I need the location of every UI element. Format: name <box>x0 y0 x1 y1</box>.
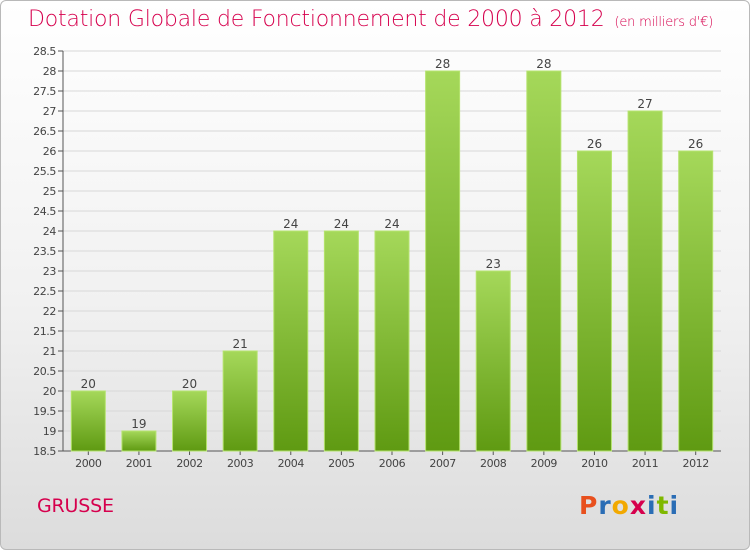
bar <box>526 70 562 452</box>
y-tick-label: 23.5 <box>33 245 56 258</box>
bar <box>425 70 461 452</box>
y-tick-label: 27 <box>43 105 57 118</box>
y-tick-label: 27.5 <box>33 85 56 98</box>
y-tick-label: 21 <box>43 345 56 358</box>
x-tick-label: 2003 <box>227 457 254 470</box>
bar <box>70 390 106 452</box>
y-tick-label: 20.5 <box>33 365 56 378</box>
bar <box>374 230 410 452</box>
bar <box>627 110 663 452</box>
y-tick-label: 19.5 <box>33 405 56 418</box>
value-label: 24 <box>283 217 298 231</box>
logo-letter: i <box>647 491 657 520</box>
x-tick-label: 2005 <box>328 457 355 470</box>
logo-letter: r <box>598 491 612 520</box>
y-tick-label: 24.5 <box>33 205 56 218</box>
chart-title: Dotation Globale de Fonctionnement de 20… <box>28 7 713 32</box>
y-tick-label: 28.5 <box>33 45 56 58</box>
y-tick-label: 19 <box>43 425 57 438</box>
value-label: 26 <box>688 137 703 151</box>
y-tick-label: 18.5 <box>33 445 56 458</box>
y-tick-label: 25 <box>43 185 57 198</box>
proxiti-logo: Proxiti <box>579 491 679 520</box>
y-tick-label: 26 <box>43 145 57 158</box>
labels: 20 2000 19 2001 20 2002 21 2003 24 2004 24 2005 24 20… <box>75 57 709 470</box>
logo-letter: x <box>629 491 647 520</box>
y-tick-label: 28 <box>43 65 57 78</box>
x-tick-label: 2009 <box>531 457 558 470</box>
y-tick-label: 25.5 <box>33 165 56 178</box>
y-tick-label: 22.5 <box>33 285 56 298</box>
y-tick-label: 21.5 <box>33 325 56 338</box>
logo-letter: i <box>669 491 680 520</box>
value-label: 20 <box>81 377 96 391</box>
value-label: 20 <box>182 377 197 391</box>
x-tick-label: 2000 <box>75 457 102 470</box>
value-label: 26 <box>587 137 602 151</box>
y-tick-label: 23 <box>43 265 57 278</box>
logo-letter: t <box>656 491 670 520</box>
value-label: 24 <box>384 217 399 231</box>
x-tick-label: 2004 <box>278 457 305 470</box>
x-tick-label: 2002 <box>176 457 202 470</box>
x-tick-label: 2007 <box>429 457 456 470</box>
y-tick-label: 26.5 <box>33 125 56 138</box>
logo-letter: o <box>611 491 630 520</box>
x-tick-label: 2001 <box>126 457 152 470</box>
value-label: 23 <box>486 257 501 271</box>
x-tick-label: 2012 <box>682 457 708 470</box>
value-label: 27 <box>637 97 652 111</box>
bar <box>222 350 258 452</box>
y-tick-label: 22 <box>43 305 56 318</box>
bar <box>678 150 714 452</box>
title-text: Dotation Globale de Fonctionnement de 20… <box>28 7 605 32</box>
x-tick-label: 2006 <box>379 457 406 470</box>
bar <box>475 270 511 452</box>
value-label: 19 <box>131 417 146 431</box>
y-tick-label: 24 <box>43 225 57 238</box>
bar <box>172 390 208 452</box>
value-label: 28 <box>435 57 450 71</box>
bar <box>576 150 612 452</box>
value-label: 28 <box>536 57 551 71</box>
chart-subtitle: (en milliers d'€) <box>614 15 714 30</box>
x-tick-label: 2010 <box>581 457 608 470</box>
bars <box>70 70 714 452</box>
bar <box>273 230 309 452</box>
value-label: 21 <box>233 337 248 351</box>
commune-name: GRUSSE <box>37 495 114 517</box>
x-tick-label: 2011 <box>632 457 658 470</box>
y-tick-label: 20 <box>43 385 57 398</box>
bar <box>121 430 157 452</box>
value-label: 24 <box>334 217 349 231</box>
x-tick-label: 2008 <box>480 457 507 470</box>
logo-letter: P <box>579 491 599 520</box>
bar <box>323 230 359 452</box>
